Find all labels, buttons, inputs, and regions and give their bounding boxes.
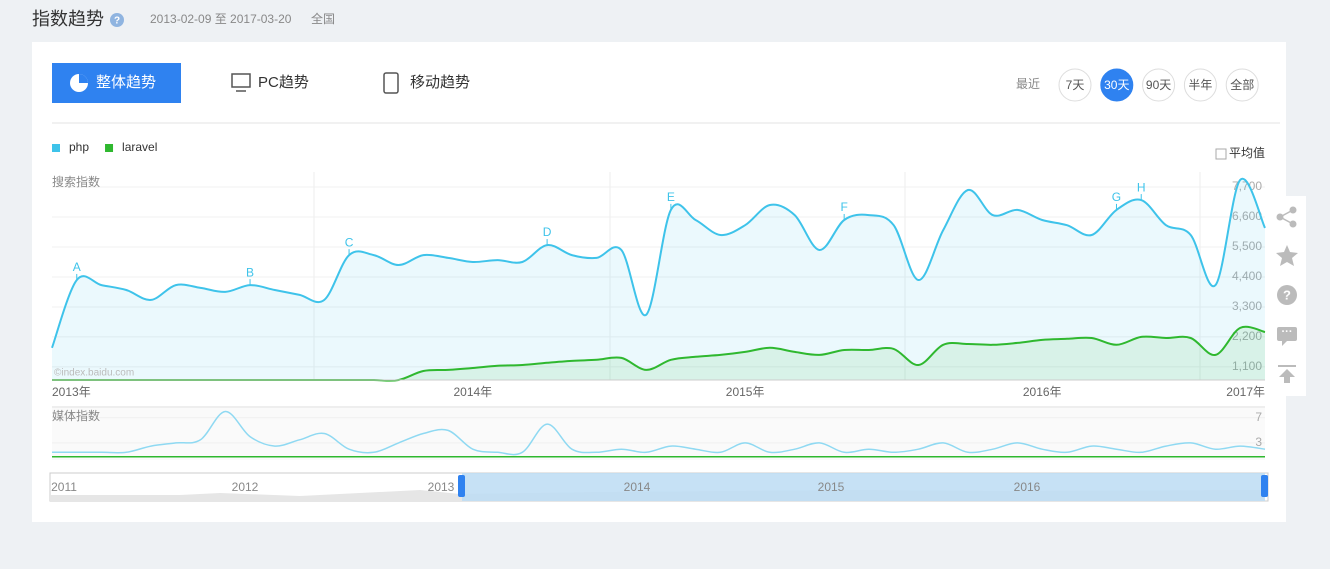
area (52, 326, 1265, 381)
media-plot-area (52, 408, 1265, 460)
x-tick-label: 2015年 (726, 385, 765, 399)
y-tick-label: 6,600 (1232, 209, 1262, 223)
pc-icon (231, 73, 251, 88)
range-button-label[interactable]: 半年 (1188, 78, 1212, 92)
line (52, 410, 1266, 456)
tab-label[interactable]: 整体趋势 (96, 74, 156, 91)
sidebar-icons (1276, 206, 1298, 383)
range-button[interactable] (1225, 68, 1259, 102)
y-tick-label: 1,100 (1232, 359, 1262, 373)
svg-text:···: ··· (1282, 326, 1293, 338)
tab-label[interactable]: 移动趋势 (410, 74, 470, 91)
range-button-label[interactable]: 30天 (1104, 78, 1129, 92)
legend-label[interactable]: php (69, 140, 89, 154)
help-icon[interactable] (110, 13, 124, 27)
range-button[interactable] (1100, 68, 1134, 102)
media-chart: 37 (52, 410, 1266, 458)
help-icon-glyph: ? (114, 16, 120, 27)
tab-icon-slice (79, 74, 88, 83)
svg-text:?: ? (1283, 287, 1291, 302)
sidebar-glyphs: ? ··· (1282, 287, 1293, 337)
y-tick-label: 7 (1255, 410, 1262, 424)
watermark: ©index.baidu.com (54, 368, 134, 379)
y-tick-label: 4,400 (1232, 269, 1262, 283)
marker-label: D (543, 225, 552, 239)
legend-swatch (105, 144, 114, 152)
date-range: 2013-02-09 至 2017-03-20 (150, 12, 292, 26)
plot-area (52, 172, 1265, 380)
navigator-label: 2013 (428, 480, 455, 494)
legend-label[interactable]: laravel (122, 140, 157, 154)
range-button[interactable] (1142, 68, 1176, 102)
star-icon[interactable] (1276, 245, 1298, 266)
range-buttons: 7天 30天 90天 半年 全部 (1058, 68, 1259, 102)
navigator-label: 2015 (818, 480, 845, 494)
marker-label: C (345, 235, 354, 249)
average-checkbox[interactable] (1215, 148, 1227, 160)
x-tick-label: 2013年 (52, 385, 91, 399)
range-button-label[interactable]: 7天 (1066, 78, 1085, 92)
marker-label: E (667, 190, 675, 204)
navigator-selection[interactable] (462, 473, 1265, 501)
y-tick-label: 3 (1255, 435, 1262, 449)
marker-label: F (840, 200, 847, 214)
tab-label[interactable]: PC趋势 (258, 74, 309, 91)
x-tick-label: 2017年 (1226, 385, 1265, 399)
marker-label: G (1112, 190, 1121, 204)
help-icon[interactable] (1277, 285, 1297, 305)
y-axis-label: 搜索指数 (52, 174, 100, 189)
average-label[interactable]: 平均值 (1229, 145, 1265, 160)
range-button-label[interactable]: 全部 (1230, 77, 1254, 92)
section-title: 指数趋势 (32, 9, 104, 29)
navigator-handle[interactable] (458, 475, 465, 497)
y-tick-label: 5,500 (1232, 239, 1262, 253)
marker-label: A (73, 260, 81, 274)
range-button[interactable] (1183, 68, 1217, 102)
range-button[interactable] (1058, 68, 1092, 102)
navigator-label: 2012 (232, 480, 259, 494)
marker-label: H (1137, 180, 1146, 194)
mobile-icon (383, 72, 399, 94)
navigator-label: 2011 (51, 480, 77, 494)
comment-icon[interactable] (1277, 327, 1297, 341)
x-tick-label: 2014年 (453, 385, 492, 399)
navigator-handle[interactable] (1261, 475, 1268, 497)
y-tick-label: 2,200 (1232, 329, 1262, 343)
navigator-label: 2014 (624, 480, 651, 494)
marker-label: B (246, 265, 254, 279)
legend: php laravel (52, 140, 157, 154)
area (52, 178, 1265, 380)
region: 全国 (311, 11, 335, 26)
x-tick-label: 2016年 (1023, 385, 1062, 399)
y-tick-label: 3,300 (1232, 299, 1262, 313)
legend-swatch (52, 144, 60, 152)
line (51, 177, 1266, 349)
navigator-label: 2016 (1014, 480, 1041, 494)
navigator-labels: 2011 2012 2013 2014 2015 2016 (51, 480, 1041, 494)
range-button-label[interactable]: 90天 (1146, 78, 1171, 92)
range-label: 最近 (1016, 77, 1040, 91)
media-y-axis-label: 媒体指数 (52, 408, 100, 423)
